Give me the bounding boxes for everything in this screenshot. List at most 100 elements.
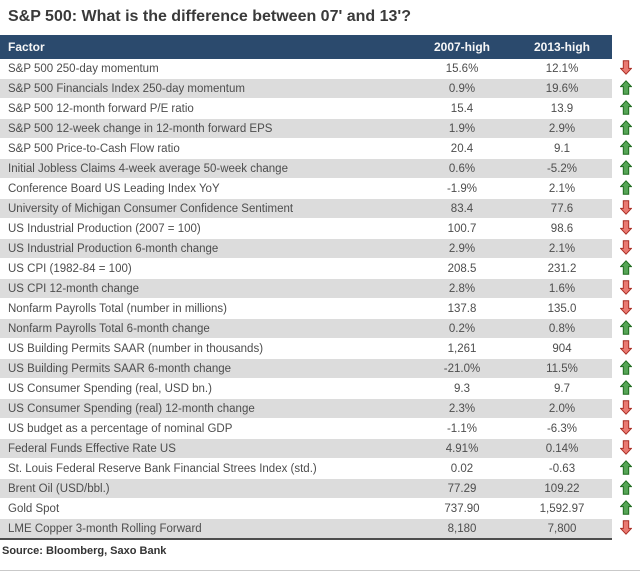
value-2013-cell: 1.6%	[512, 278, 612, 299]
table-row: S&P 500 Financials Index 250-day momentu…	[0, 78, 640, 99]
value-2007-cell: 0.9%	[412, 78, 512, 99]
value-2013-cell: 98.6	[512, 218, 612, 239]
factor-cell: US Consumer Spending (real, USD bn.)	[0, 378, 412, 399]
value-2007-cell: -21.0%	[412, 358, 512, 379]
value-2007-cell: 0.02	[412, 458, 512, 479]
table-row: Nonfarm Payrolls Total (number in millio…	[0, 298, 640, 319]
factor-cell: Initial Jobless Claims 4-week average 50…	[0, 158, 412, 179]
table-body: S&P 500 250-day momentum 15.6% 12.1% S&P 50…	[0, 59, 640, 540]
value-2013-cell: 0.8%	[512, 318, 612, 339]
value-2013-cell: 2.0%	[512, 398, 612, 419]
factor-cell: Brent Oil (USD/bbl.)	[0, 478, 412, 499]
value-2007-cell: 9.3	[412, 378, 512, 399]
value-2007-cell: 1,261	[412, 338, 512, 359]
down-arrow-icon	[619, 279, 633, 295]
up-arrow-icon	[619, 319, 633, 335]
factor-cell: S&P 500 250-day momentum	[0, 59, 412, 79]
value-2013-cell: 77.6	[512, 198, 612, 219]
value-2013-cell: 2.1%	[512, 178, 612, 199]
value-2007-cell: 2.3%	[412, 398, 512, 419]
up-arrow-icon	[619, 139, 633, 155]
table-row: St. Louis Federal Reserve Bank Financial…	[0, 458, 640, 479]
header-factor: Factor	[0, 35, 412, 59]
table-row: S&P 500 12-month forward P/E ratio 15.4 13…	[0, 98, 640, 119]
down-arrow-icon	[619, 299, 633, 315]
table-row: US Industrial Production 6-month change 2…	[0, 238, 640, 259]
value-2007-cell: 20.4	[412, 138, 512, 159]
table-row: University of Michigan Consumer Confiden…	[0, 198, 640, 219]
down-arrow-icon	[619, 399, 633, 415]
table-row: US CPI 12-month change 2.8% 1.6%	[0, 278, 640, 299]
down-arrow-icon	[619, 219, 633, 235]
factor-cell: US CPI (1982-84 = 100)	[0, 258, 412, 279]
table-row: S&P 500 250-day momentum 15.6% 12.1%	[0, 59, 640, 79]
table-row: Federal Funds Effective Rate US 4.91% 0.14…	[0, 438, 640, 459]
factor-cell: Nonfarm Payrolls Total (number in millio…	[0, 298, 412, 319]
up-arrow-icon	[619, 159, 633, 175]
value-2013-cell: 11.5%	[512, 358, 612, 379]
value-2013-cell: 135.0	[512, 298, 612, 319]
up-arrow-icon	[619, 359, 633, 375]
table-row: Brent Oil (USD/bbl.) 77.29 109.22	[0, 478, 640, 499]
table-row: S&P 500 Price-to-Cash Flow ratio 20.4 9.1	[0, 138, 640, 159]
up-arrow-icon	[619, 379, 633, 395]
factor-cell: Federal Funds Effective Rate US	[0, 438, 412, 459]
down-arrow-icon	[619, 59, 633, 75]
factor-cell: S&P 500 12-week change in 12-month forwa…	[0, 118, 412, 139]
value-2007-cell: 4.91%	[412, 438, 512, 459]
factor-cell: S&P 500 Financials Index 250-day momentu…	[0, 78, 412, 99]
value-2007-cell: 0.6%	[412, 158, 512, 179]
value-2007-cell: 208.5	[412, 258, 512, 279]
table-row: US Building Permits SAAR 6-month change -…	[0, 358, 640, 379]
value-2013-cell: -5.2%	[512, 158, 612, 179]
factor-cell: US Consumer Spending (real) 12-month cha…	[0, 398, 412, 419]
table-row: US budget as a percentage of nominal GDP…	[0, 418, 640, 439]
table-row: S&P 500 12-week change in 12-month forwa…	[0, 118, 640, 139]
value-2013-cell: 904	[512, 338, 612, 359]
value-2013-cell: 2.1%	[512, 238, 612, 259]
value-2013-cell: 1,592.97	[512, 498, 612, 519]
value-2007-cell: 0.2%	[412, 318, 512, 339]
value-2013-cell: 12.1%	[512, 59, 612, 79]
factor-cell: US Building Permits SAAR 6-month change	[0, 358, 412, 379]
table-row: LME Copper 3-month Rolling Forward 8,180 7…	[0, 518, 640, 540]
value-2013-cell: 9.1	[512, 138, 612, 159]
value-2007-cell: 137.8	[412, 298, 512, 319]
factor-cell: LME Copper 3-month Rolling Forward	[0, 518, 412, 540]
up-arrow-icon	[619, 99, 633, 115]
header-2007-high: 2007-high	[412, 35, 512, 59]
factor-cell: US budget as a percentage of nominal GDP	[0, 418, 412, 439]
table-row: Conference Board US Leading Index YoY -1.…	[0, 178, 640, 199]
value-2007-cell: 100.7	[412, 218, 512, 239]
source-note: Source: Bloomberg, Saxo Bank	[2, 545, 167, 557]
factor-cell: US CPI 12-month change	[0, 278, 412, 299]
table-header-row: Factor 2007-high 2013-high	[0, 35, 640, 59]
up-arrow-icon	[619, 479, 633, 495]
table-row: US Building Permits SAAR (number in thou…	[0, 338, 640, 359]
down-arrow-icon	[619, 520, 633, 535]
value-2007-cell: 83.4	[412, 198, 512, 219]
value-2007-cell: 1.9%	[412, 118, 512, 139]
up-arrow-icon	[619, 79, 633, 95]
value-2013-cell: 231.2	[512, 258, 612, 279]
value-2007-cell: 15.4	[412, 98, 512, 119]
value-2007-cell: 8,180	[412, 518, 512, 540]
table-row: US Consumer Spending (real, USD bn.) 9.3 9…	[0, 378, 640, 399]
value-2013-cell: 0.14%	[512, 438, 612, 459]
factor-cell: US Building Permits SAAR (number in thou…	[0, 338, 412, 359]
factor-cell: Gold Spot	[0, 498, 412, 519]
page-title: S&P 500: What is the difference between …	[8, 8, 411, 25]
header-2013-high: 2013-high	[512, 35, 612, 59]
value-2013-cell: 19.6%	[512, 78, 612, 99]
value-2013-cell: -0.63	[512, 458, 612, 479]
value-2013-cell: 13.9	[512, 98, 612, 119]
value-2007-cell: -1.9%	[412, 178, 512, 199]
up-arrow-icon	[619, 499, 633, 515]
value-2013-cell: -6.3%	[512, 418, 612, 439]
factor-cell: S&P 500 12-month forward P/E ratio	[0, 98, 412, 119]
table-row: Nonfarm Payrolls Total 6-month change 0.2…	[0, 318, 640, 339]
down-arrow-icon	[619, 439, 633, 455]
up-arrow-icon	[619, 259, 633, 275]
factor-cell: Nonfarm Payrolls Total 6-month change	[0, 318, 412, 339]
value-2013-cell: 2.9%	[512, 118, 612, 139]
